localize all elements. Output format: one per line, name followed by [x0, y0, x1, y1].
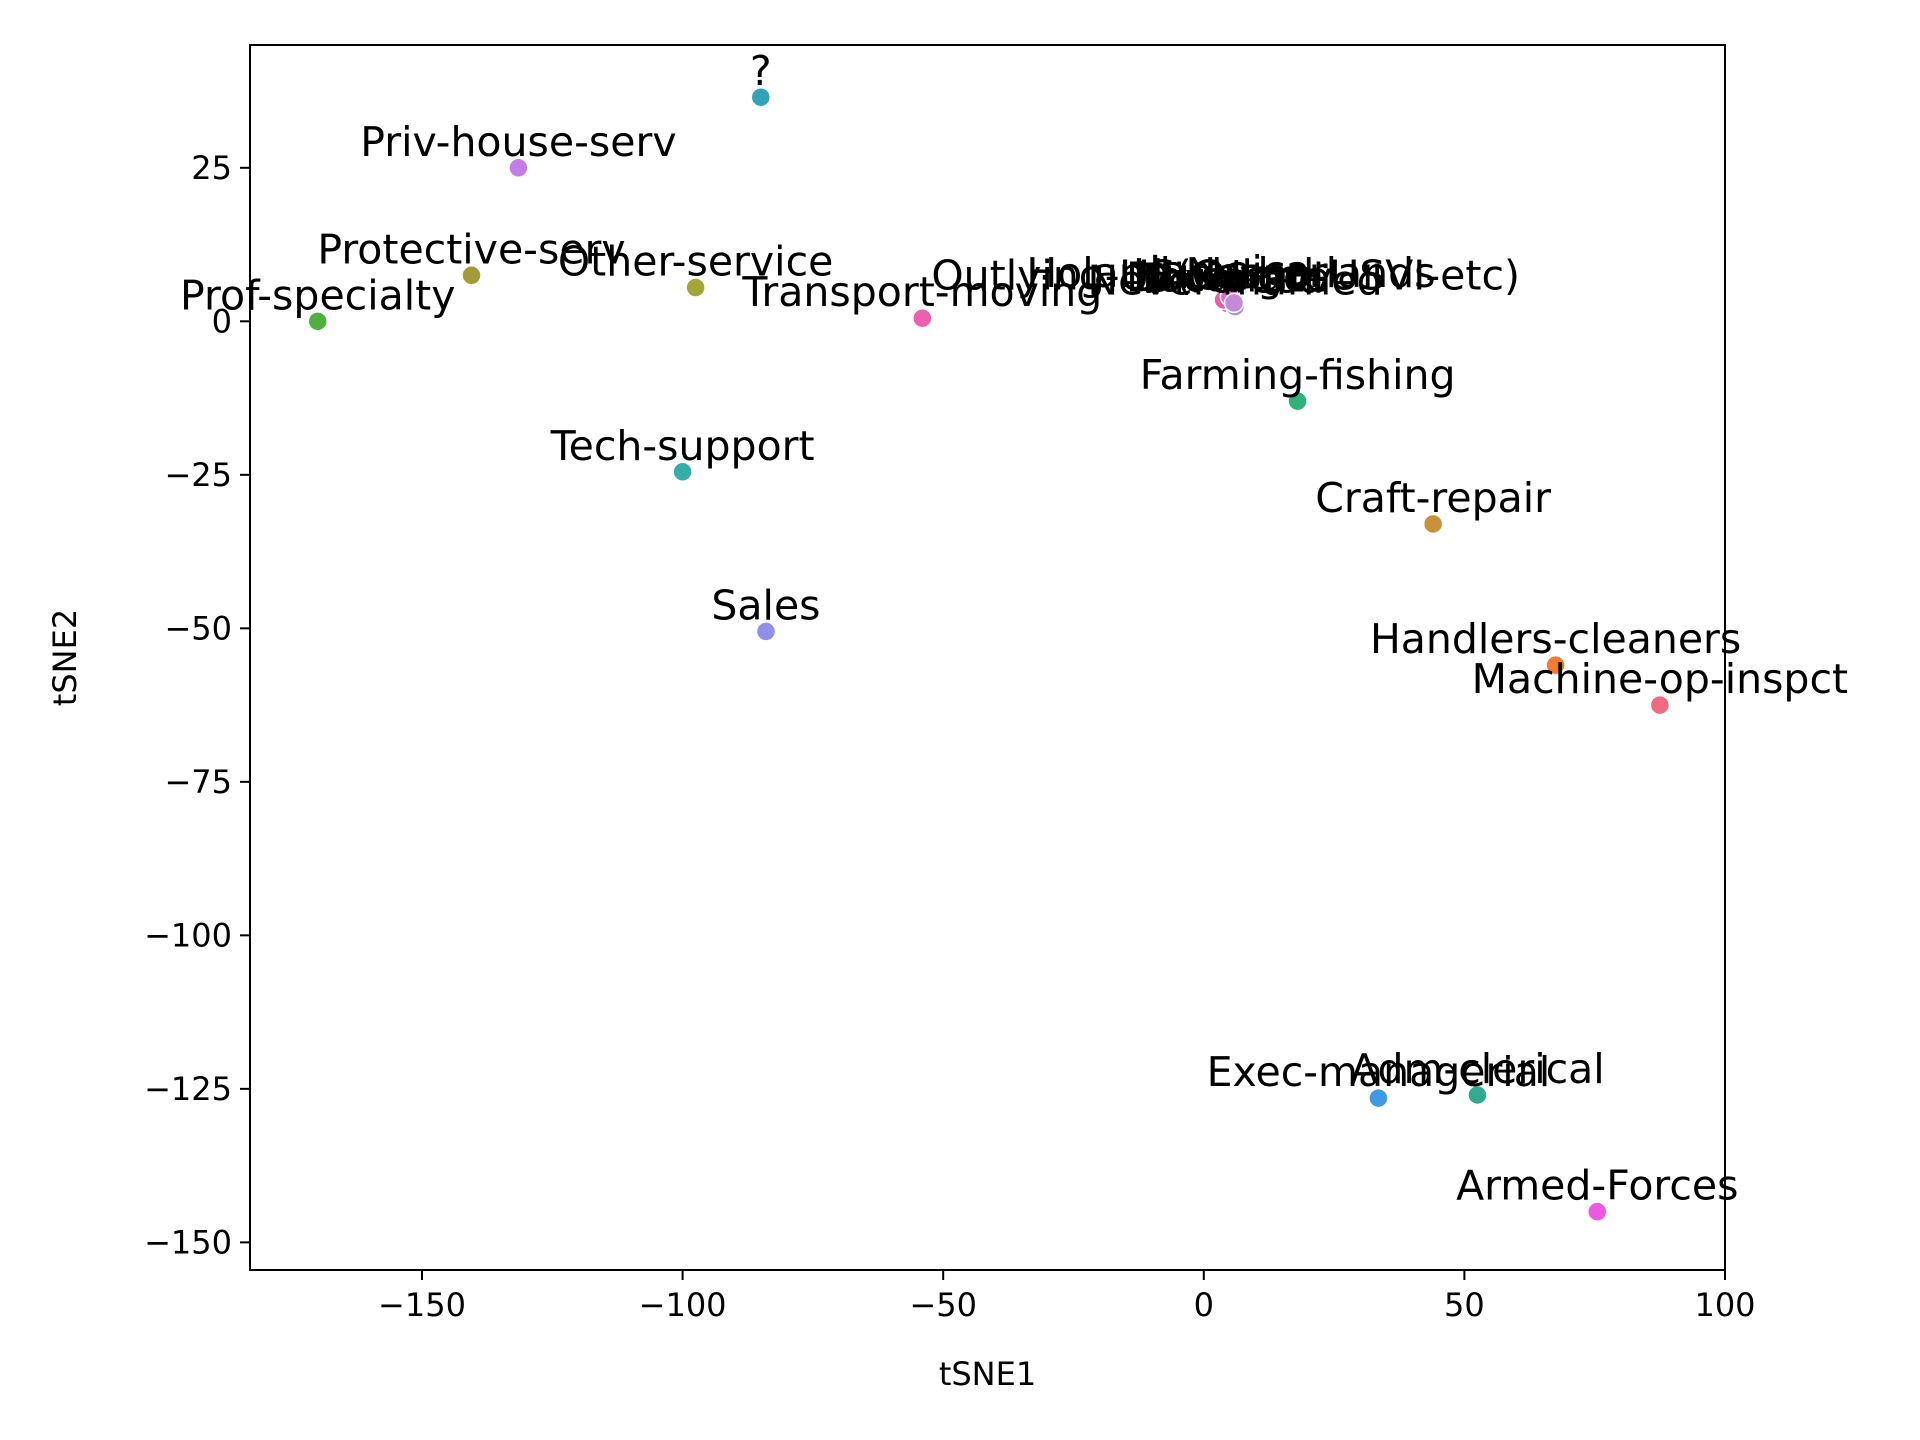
y-axis-ticks: −150 −125 −100 −75 −50 −25 0 25 [144, 149, 250, 1261]
point-label: Tech-support [550, 422, 815, 470]
data-point [912, 307, 933, 329]
data-point [685, 277, 706, 298]
point-label: Farming-fishing [1140, 351, 1456, 399]
point-label: Handlers-cleaners [1370, 615, 1741, 663]
point-label: Adm-clerical [1350, 1045, 1605, 1093]
data-point [1223, 292, 1245, 314]
data-point [750, 86, 772, 108]
data-point [1368, 1087, 1389, 1109]
x-tick-label: −150 [378, 1286, 466, 1324]
data-point [755, 621, 777, 642]
point-label: Divorced [1142, 255, 1324, 303]
data-point [1649, 694, 1671, 716]
data-point [1287, 390, 1308, 412]
data-point [1545, 654, 1566, 676]
point-label: ? [750, 47, 772, 95]
point-label: Transport-moving [741, 268, 1102, 316]
x-tick-label: 100 [1694, 1286, 1755, 1324]
data-point [1467, 1084, 1488, 1106]
point-label: Never-married [1088, 257, 1383, 305]
points-layer [307, 86, 1671, 1222]
point-label: Husband [1133, 250, 1314, 298]
y-tick-label: −75 [164, 763, 232, 801]
data-point [307, 311, 329, 332]
data-point [1587, 1201, 1608, 1222]
point-label: Sales [711, 581, 820, 629]
y-tick-label: −125 [144, 1070, 232, 1108]
point-label: Holand-Netherlands [1026, 249, 1435, 297]
point-label: Outlying-US(Guam-USVI-etc) [931, 252, 1520, 300]
point-label: Local-gov [1136, 253, 1332, 301]
data-point [672, 461, 693, 483]
data-point [1422, 513, 1444, 535]
y-tick-label: −150 [144, 1223, 232, 1261]
point-label: Other-service [558, 238, 833, 286]
y-tick-label: −50 [164, 609, 232, 647]
point-label: Machine-op-inspct [1472, 655, 1848, 703]
point-label: Exec-managerial [1207, 1048, 1551, 1096]
point-label: Armed-Forces [1456, 1162, 1738, 1210]
x-tick-label: −100 [639, 1286, 727, 1324]
x-axis-ticks: −150 −100 −50 0 50 100 [378, 1270, 1756, 1324]
y-tick-label: −100 [144, 916, 232, 954]
point-label: Prof-specialty [180, 271, 455, 319]
y-tick-label: 25 [191, 149, 232, 187]
point-label: Priv-house-serv [360, 118, 676, 166]
point-label: Craft-repair [1315, 474, 1551, 522]
point-label: Jamaica [1146, 247, 1310, 295]
y-tick-label: −25 [164, 456, 232, 494]
x-tick-label: 0 [1194, 1286, 1214, 1324]
point-labels-layer: Holand-NetherlandsOutlying-US(Guam-USVI-… [180, 47, 1848, 1209]
data-point [461, 265, 482, 286]
point-label: Protective-serv [317, 225, 625, 273]
x-tick-label: −50 [909, 1286, 977, 1324]
data-point [508, 157, 529, 179]
point-label: Doctorate [1126, 254, 1330, 302]
y-axis-label: tSNE2 [46, 609, 84, 706]
x-tick-label: 50 [1444, 1286, 1485, 1324]
x-axis-label: tSNE1 [939, 1355, 1036, 1393]
plot-area-frame [249, 44, 1726, 1271]
y-tick-label: 0 [212, 302, 232, 340]
